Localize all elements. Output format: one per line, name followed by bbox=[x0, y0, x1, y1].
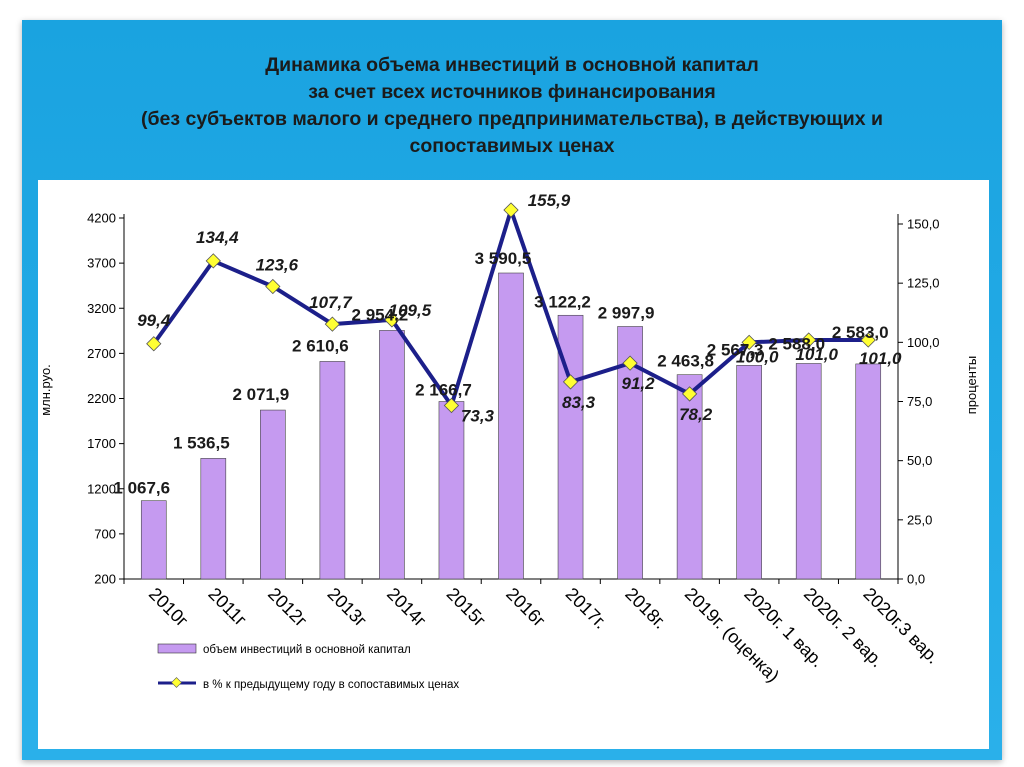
legend-line-marker bbox=[171, 677, 182, 688]
chart-legend: объем инвестиций в основной капитал в % … bbox=[157, 643, 459, 691]
line-marker-1 bbox=[205, 253, 221, 269]
y-axis-title: млн.руо. bbox=[38, 364, 53, 416]
line-marker-0 bbox=[146, 336, 162, 352]
category-label-4: 2014г bbox=[383, 584, 430, 631]
percent-value-label-0: 99,4 bbox=[137, 311, 171, 330]
line-marker-6 bbox=[503, 202, 519, 218]
bar-4 bbox=[379, 330, 405, 580]
category-label-5: 2015г bbox=[443, 584, 490, 631]
title-line-3: (без субъектов малого и среднего предпри… bbox=[141, 108, 883, 130]
percent-value-label-1: 134,4 bbox=[196, 228, 239, 247]
bar-value-label-9: 2 463,8 bbox=[657, 352, 714, 371]
line-marker-11 bbox=[801, 332, 817, 348]
percent-value-label-7: 83,3 bbox=[562, 393, 596, 412]
data-labels: 1 067,6 1 536,5 2 071,9 2 610,62 954,2 2 166… bbox=[113, 191, 902, 498]
title-line-1: Динамика объема инвестиций в основной ка… bbox=[265, 54, 759, 76]
y2-tick-label: 0,0 bbox=[907, 572, 925, 587]
y-tick-label: 2700 bbox=[87, 346, 116, 361]
percent-value-label-11: 101,0 bbox=[795, 345, 838, 364]
line-marker-5 bbox=[443, 397, 460, 414]
category-label-3: 2013г bbox=[324, 584, 371, 631]
bar-5 bbox=[438, 401, 465, 580]
y-tick-label: 1700 bbox=[87, 436, 116, 451]
line-marker-3 bbox=[324, 316, 341, 332]
line-marker-9 bbox=[681, 386, 698, 402]
bar-0 bbox=[140, 500, 167, 580]
percent-value-label-10: 100,0 bbox=[736, 347, 779, 366]
bar-3 bbox=[319, 361, 346, 580]
title-line-4: сопоставимых ценах bbox=[409, 135, 615, 157]
legend-bar-swatch bbox=[157, 643, 197, 654]
y2-tick-label: 100,0 bbox=[907, 335, 940, 350]
bar-value-label-11: 2 588,0 bbox=[768, 334, 825, 353]
y2-tick-label: 50,0 bbox=[907, 453, 932, 468]
bar-12 bbox=[855, 363, 882, 580]
y-tick-label: 3200 bbox=[87, 301, 116, 316]
bar-9 bbox=[676, 374, 703, 580]
category-label-2: 2012г bbox=[264, 584, 311, 631]
category-label-7: 2017г. bbox=[562, 584, 611, 633]
y-tick-label: 1200 bbox=[87, 481, 116, 496]
bar-series bbox=[140, 272, 882, 580]
percent-value-label-4: 109,5 bbox=[389, 301, 432, 320]
line-marker-8 bbox=[622, 355, 638, 371]
bar-2 bbox=[260, 409, 286, 580]
percent-value-label-12: 101,0 bbox=[859, 349, 902, 368]
bar-1 bbox=[200, 458, 227, 580]
percent-value-label-3: 107,7 bbox=[309, 293, 353, 312]
bar-6 bbox=[498, 272, 524, 580]
percent-value-label-9: 78,2 bbox=[679, 405, 713, 424]
y2-tick-label: 150,0 bbox=[907, 217, 940, 232]
bar-value-label-8: 2 997,9 bbox=[598, 303, 655, 322]
y-tick-label: 200 bbox=[94, 572, 116, 587]
percent-value-label-8: 91,2 bbox=[622, 374, 656, 393]
bar-value-label-0: 1 067,6 bbox=[113, 479, 170, 498]
bar-value-label-12: 2 583,0 bbox=[832, 323, 889, 342]
category-labels: 2010г 2011г 2012г 2013г 2014г 2015г 2016г 2017г… bbox=[145, 584, 943, 686]
bar-value-label-7: 3 122,2 bbox=[534, 292, 591, 311]
line-marker-2 bbox=[265, 278, 281, 295]
line-marker-4 bbox=[384, 312, 400, 328]
y-tick-label: 700 bbox=[94, 526, 116, 541]
category-label-8: 2018г. bbox=[621, 584, 670, 633]
y-tick-label: 2200 bbox=[87, 391, 116, 406]
percent-value-label-2: 123,6 bbox=[256, 255, 299, 274]
bar-11 bbox=[795, 363, 822, 580]
category-label-6: 2016г bbox=[502, 584, 549, 631]
bar-10 bbox=[736, 365, 762, 580]
bar-value-label-10: 2 567,3 bbox=[707, 340, 764, 359]
bar-value-label-3: 2 610,6 bbox=[292, 336, 349, 355]
y2-tick-label: 125,0 bbox=[907, 276, 940, 291]
y-tick-label: 3700 bbox=[87, 256, 116, 271]
category-label-0: 2010г bbox=[145, 584, 192, 631]
line-series bbox=[146, 202, 876, 414]
bar-value-label-4: 2 954,2 bbox=[352, 305, 409, 324]
legend-bar-label: объем инвестиций в основной капитал bbox=[203, 644, 411, 656]
y2-tick-label: 75,0 bbox=[907, 394, 932, 409]
category-label-1: 2011г bbox=[204, 584, 250, 630]
legend-line-label: в % к предыдущему году в сопоставимых це… bbox=[203, 679, 459, 691]
y2-tick-label: 25,0 bbox=[907, 512, 932, 527]
title-line-2: за счет всех источников финансирования bbox=[308, 81, 716, 103]
y2-axis-title: проценты bbox=[964, 356, 979, 415]
line-marker-10 bbox=[741, 334, 757, 350]
chart-axes: 4200 3700 3200 2700 2200 1700 1200 700 200 150,0 1… bbox=[87, 211, 939, 587]
bar-value-label-1: 1 536,5 bbox=[173, 433, 230, 452]
bar-value-label-5: 2 166,7 bbox=[415, 381, 472, 400]
percent-value-label-6: 155,9 bbox=[528, 191, 571, 210]
slide-title: Динамика объема инвестиций в основной ка… bbox=[22, 52, 1002, 160]
bar-value-label-6: 3 590,5 bbox=[475, 249, 532, 268]
line-marker-12 bbox=[860, 332, 876, 348]
percent-value-label-5: 73,3 bbox=[461, 407, 495, 426]
y-tick-label: 4200 bbox=[87, 211, 116, 226]
line-marker-7 bbox=[562, 374, 579, 390]
bar-value-label-2: 2 071,9 bbox=[232, 385, 289, 404]
